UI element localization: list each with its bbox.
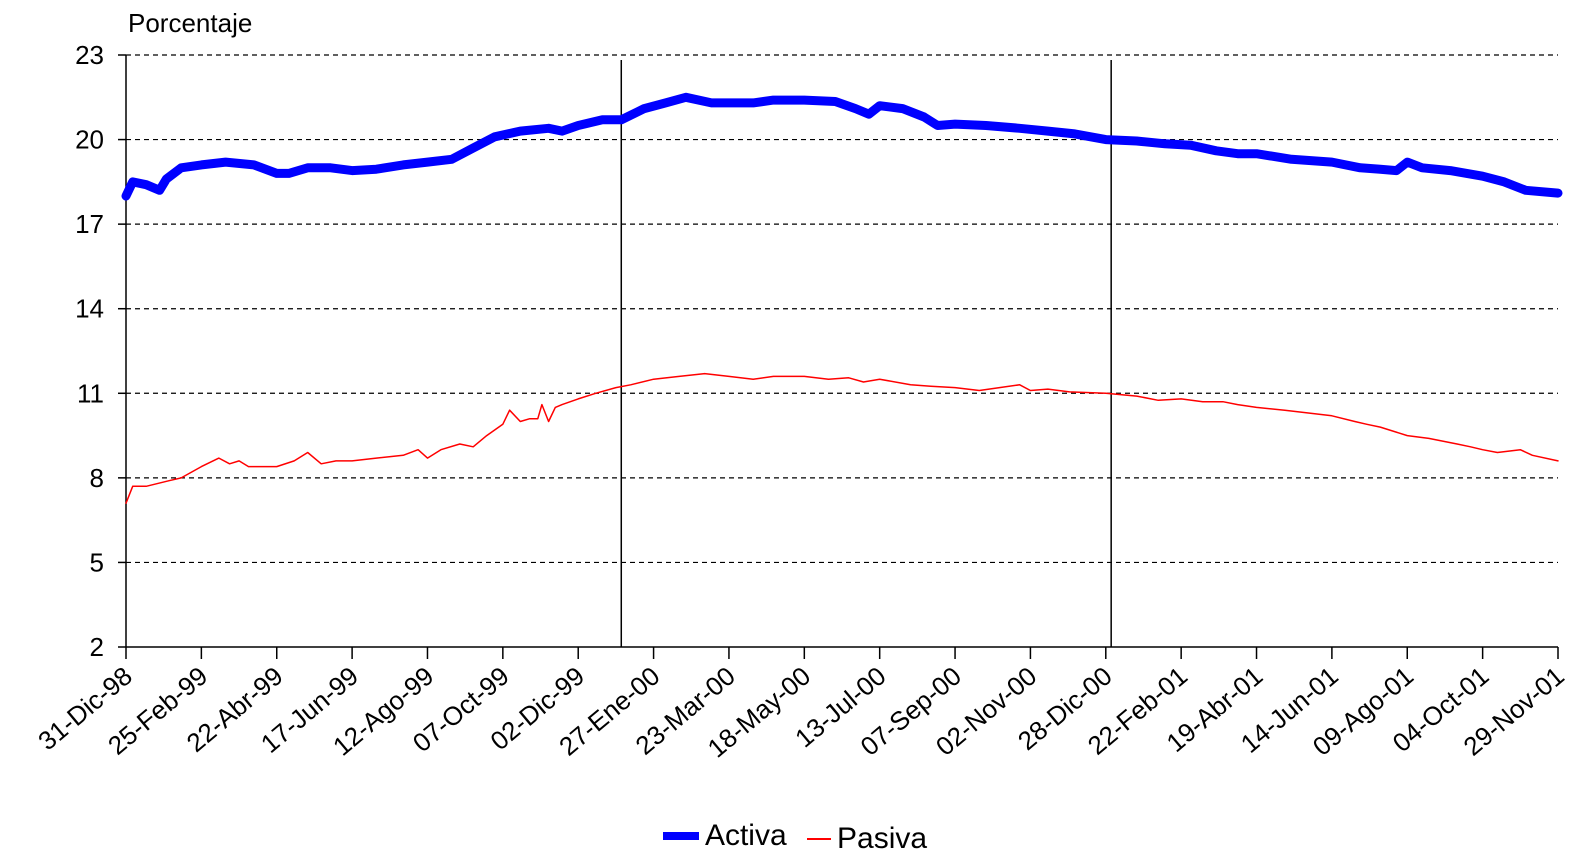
y-tick-label: 11 [77, 378, 104, 408]
legend-label-activa: Activa [704, 819, 787, 852]
legend-swatch-activa [662, 832, 699, 840]
legend-item-activa: Activa [662, 819, 787, 853]
y-tick-label: 17 [75, 209, 104, 239]
y-tick-label: 2 [90, 632, 104, 662]
y-tick-label: 23 [75, 40, 104, 70]
y-axis-title: Porcentaje [128, 8, 253, 38]
y-tick-label: 14 [75, 294, 104, 324]
y-tick-label: 20 [75, 125, 104, 155]
legend-label-pasiva: Pasiva [837, 822, 928, 855]
series-line-activa [121, 92, 1563, 201]
legend-item-pasiva: Pasiva [807, 822, 927, 856]
legend-swatch-pasiva [807, 838, 831, 840]
legend: Activa Pasiva [0, 814, 1590, 856]
y-tick-label: 5 [90, 547, 104, 577]
y-tick-label: 8 [90, 463, 104, 493]
series-line-pasiva [125, 372, 1559, 504]
